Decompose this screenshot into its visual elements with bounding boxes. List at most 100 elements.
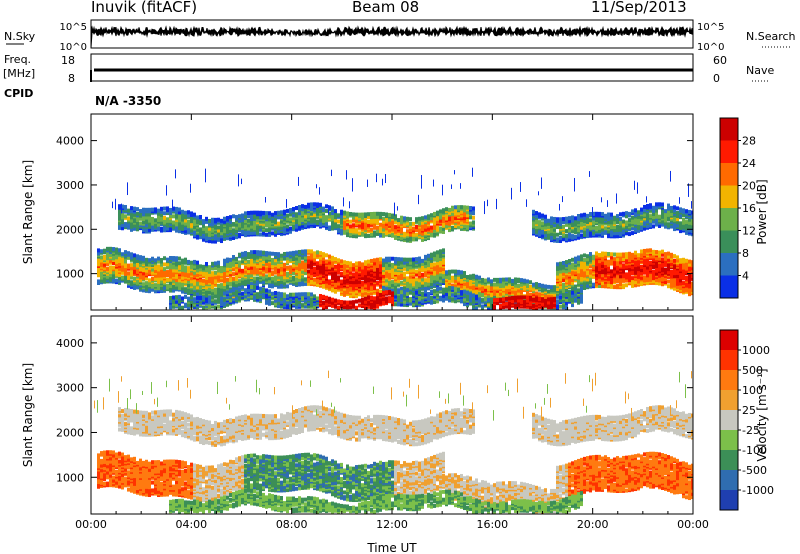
- echo-cell: [247, 210, 250, 215]
- echo-cell: [505, 277, 508, 282]
- echo-cell: [274, 258, 277, 263]
- echo-cell: [172, 304, 175, 309]
- echo-cell: [466, 218, 469, 223]
- echo-cell: [454, 216, 457, 221]
- echo-cell: [445, 216, 448, 221]
- echo-cell: [103, 254, 106, 259]
- echo-cell: [517, 277, 520, 282]
- echo-cell: [379, 211, 382, 216]
- echo-cell: [409, 228, 412, 233]
- echo-cell: [256, 279, 259, 284]
- echo-cell: [448, 207, 451, 212]
- echo-cell: [430, 279, 433, 284]
- echo-speckle: [418, 194, 419, 205]
- echo-cell: [244, 255, 247, 260]
- echo-cell: [448, 215, 451, 220]
- echo-cell: [307, 202, 310, 207]
- echo-speckle: [385, 174, 386, 184]
- echo-cell: [169, 277, 172, 282]
- echo-cell: [490, 282, 493, 287]
- echo-cell: [391, 262, 394, 267]
- echo-cell: [340, 217, 343, 222]
- echo-cell: [145, 260, 148, 265]
- echo-cell: [157, 279, 160, 284]
- echo-cell: [403, 257, 406, 262]
- echo-cell: [412, 292, 415, 297]
- echo-cell: [301, 277, 304, 282]
- echo-cell: [559, 231, 562, 236]
- echo-cell: [166, 221, 169, 226]
- echo-cell: [370, 218, 373, 223]
- echo-cell: [346, 211, 349, 216]
- echo-cell: [379, 233, 382, 238]
- echo-cell: [265, 293, 268, 298]
- echo-cell: [550, 285, 553, 290]
- echo-cell: [451, 278, 454, 283]
- echo-cell: [532, 297, 535, 302]
- echo-cell: [481, 304, 484, 309]
- echo-cell: [367, 215, 370, 220]
- echo-cell: [523, 278, 526, 283]
- echo-cell: [259, 297, 262, 302]
- echo-cell: [241, 281, 244, 286]
- echo-cell: [568, 216, 571, 221]
- echo-cell: [571, 296, 574, 301]
- echo-cell: [451, 275, 454, 280]
- echo-cell: [418, 267, 421, 272]
- echo-cell: [379, 289, 382, 294]
- echo-cell: [313, 251, 316, 256]
- echo-cell: [112, 274, 115, 279]
- echo-cell: [253, 285, 256, 290]
- echo-cell: [574, 227, 577, 232]
- echo-cell: [571, 262, 574, 267]
- echo-cell: [292, 292, 295, 297]
- echo-cell: [361, 300, 364, 305]
- echo-cell: [325, 295, 328, 300]
- echo-cell: [400, 229, 403, 234]
- echo-cell: [559, 221, 562, 226]
- echo-cell: [274, 220, 277, 225]
- echo-cell: [523, 300, 526, 305]
- echo-cell: [124, 267, 127, 272]
- echo-cell: [298, 205, 301, 210]
- echo-cell: [445, 207, 448, 212]
- echo-cell: [292, 250, 295, 255]
- echo-cell: [352, 212, 355, 217]
- echo-cell: [139, 209, 142, 214]
- echo-speckle: [433, 179, 434, 187]
- echo-cell: [340, 214, 343, 219]
- echo-cell: [565, 278, 568, 283]
- echo-cell: [301, 260, 304, 265]
- echo-cell: [385, 212, 388, 217]
- echo-cell: [394, 220, 397, 225]
- echo-cell: [418, 296, 421, 301]
- echo-cell: [511, 295, 514, 300]
- echo-cell: [415, 257, 418, 262]
- echo-cell: [376, 257, 379, 262]
- echo-cell: [241, 251, 244, 256]
- echo-cell: [133, 253, 136, 258]
- echo-cell: [145, 257, 148, 262]
- echo-cell: [337, 258, 340, 263]
- echo-cell: [433, 292, 436, 297]
- echo-cell: [199, 296, 202, 301]
- echo-cell: [199, 270, 202, 275]
- nsky-trace: [90, 25, 694, 49]
- echo-cell: [538, 212, 541, 217]
- echo-cell: [298, 214, 301, 219]
- echo-cell: [523, 284, 526, 289]
- echo-cell: [118, 279, 121, 284]
- echo-cell: [235, 280, 238, 285]
- echo-cell: [421, 231, 424, 236]
- echo-cell: [286, 251, 289, 256]
- nsky-tick-top: 10^5: [60, 22, 87, 33]
- echo-cell: [190, 301, 193, 306]
- echo-cell: [217, 266, 220, 271]
- echo-cell: [247, 292, 250, 297]
- echo-cell: [439, 226, 442, 231]
- echo-cell: [175, 274, 178, 279]
- echo-cell: [142, 255, 145, 260]
- echo-cell: [193, 259, 196, 264]
- echo-cell: [307, 296, 310, 301]
- echo-cell: [214, 261, 217, 266]
